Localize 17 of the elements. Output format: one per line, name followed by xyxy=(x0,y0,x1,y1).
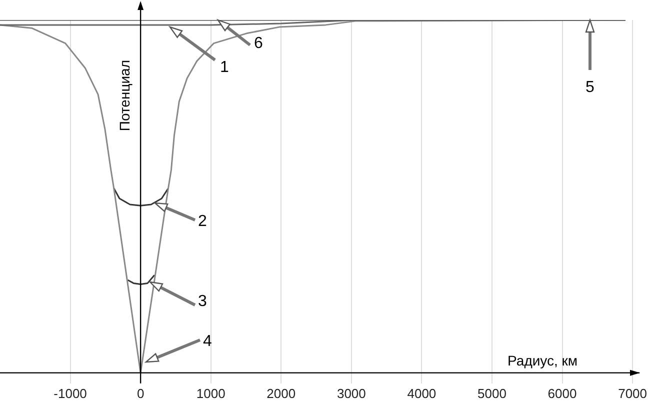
x-axis-title: Радиус, км xyxy=(508,352,578,369)
x-tick-label: 4000 xyxy=(407,386,436,401)
x-tick-label: 6000 xyxy=(548,386,577,401)
x-tick-label: 2000 xyxy=(266,386,296,401)
y-axis-title: Потенциал xyxy=(116,60,132,132)
annotation: 6 xyxy=(254,35,263,52)
x-tick-label: 7000 xyxy=(618,386,647,401)
annotation: 4 xyxy=(203,333,212,350)
annotation: 5 xyxy=(586,79,595,96)
x-tick-label: 0 xyxy=(136,386,144,401)
annotation: 2 xyxy=(198,213,207,230)
annotation: 1 xyxy=(220,59,229,76)
x-tick-label: 3000 xyxy=(336,386,366,401)
annotation: 3 xyxy=(198,293,207,310)
x-tick-label: -1000 xyxy=(54,386,87,401)
x-tick-label: 5000 xyxy=(478,386,506,401)
x-tick-label: 1000 xyxy=(196,386,226,401)
